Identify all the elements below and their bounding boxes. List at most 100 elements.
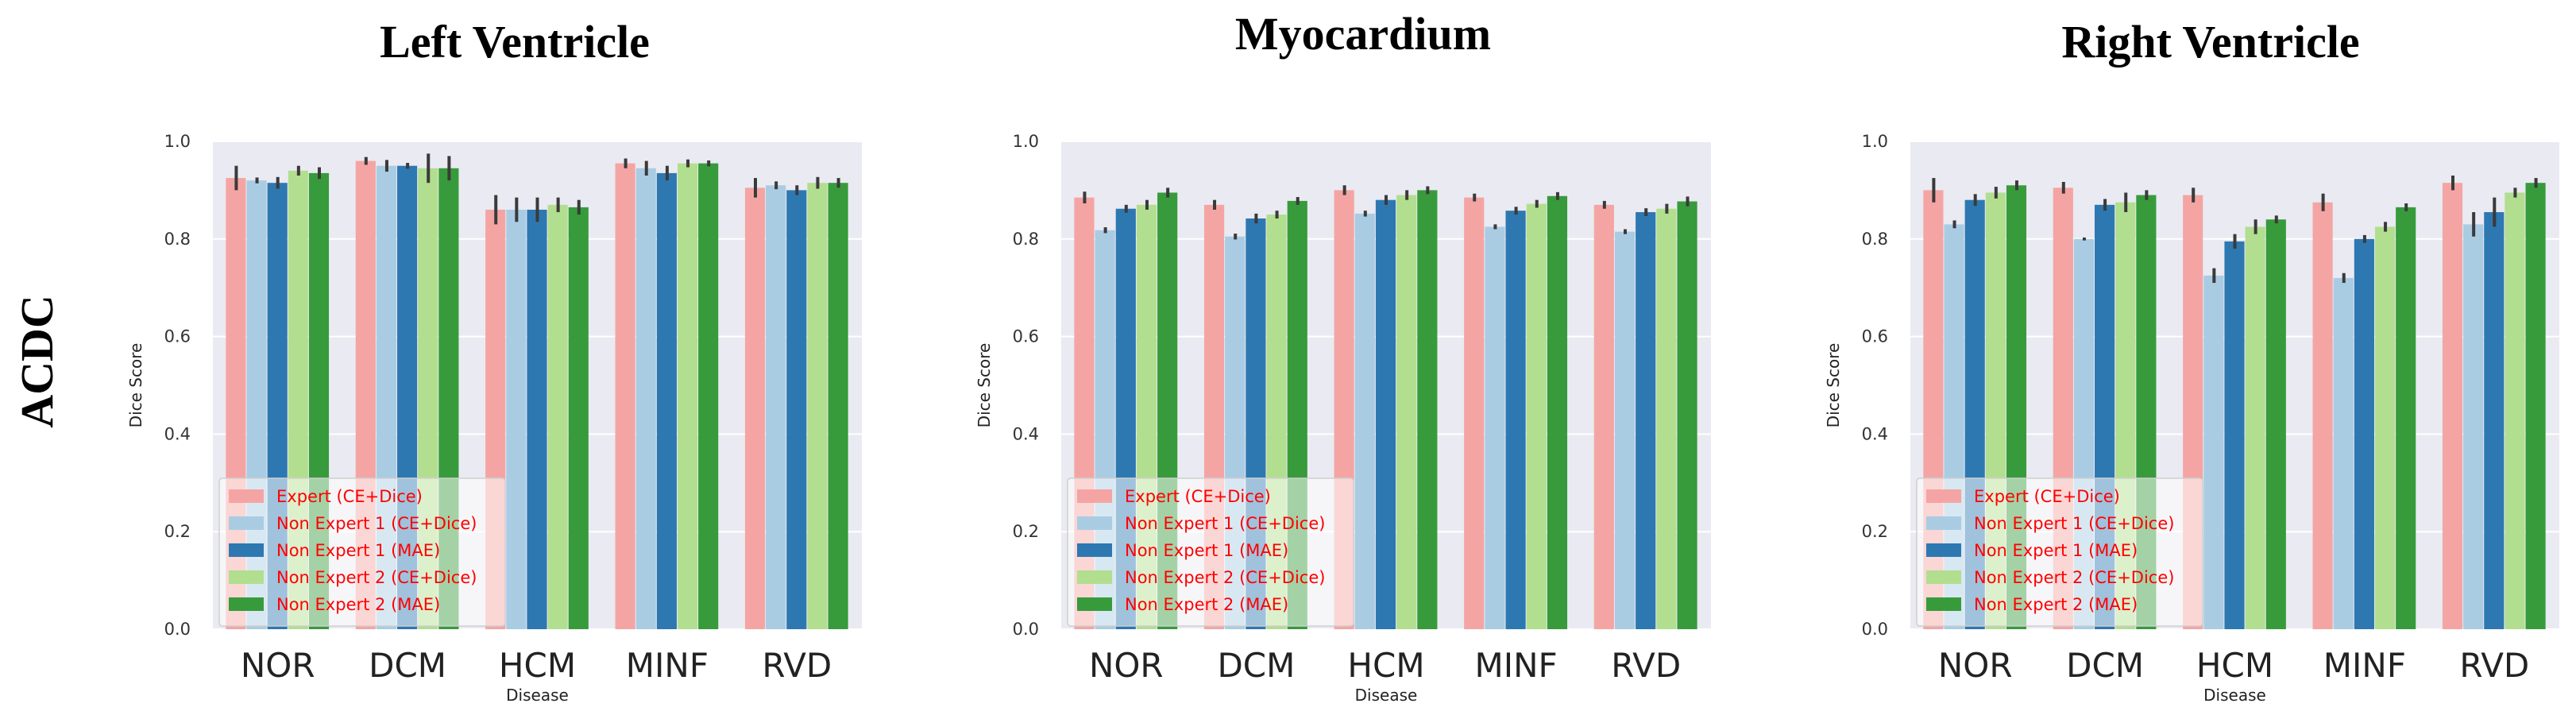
legend-swatch	[229, 597, 264, 611]
bar	[2463, 224, 2484, 629]
panel-1: Left Ventricle 0.0 0.2 0.4 0.6 0.8 1.0 Dice Sco…	[126, 16, 862, 705]
legend-label: Non Expert 2 (CE+Dice)	[1125, 568, 1325, 587]
legend-swatch	[1077, 516, 1112, 530]
bar	[1485, 226, 1505, 629]
bar	[2374, 226, 2396, 629]
bar	[2265, 219, 2286, 629]
y-tick-label: 1.0	[1013, 132, 1039, 151]
x-tick-label: NOR	[1089, 646, 1164, 685]
legend-label: Non Expert 2 (CE+Dice)	[276, 568, 477, 587]
legend-swatch	[1926, 516, 1961, 530]
y-tick-label: 0.6	[164, 327, 191, 346]
x-tick-label: RVD	[2459, 646, 2529, 685]
bar	[2484, 212, 2505, 629]
panel-2: Myocardium 0.0 0.2 0.4 0.6 0.8 1.0 Dice Score NO…	[975, 8, 1711, 705]
bar	[1593, 204, 1614, 629]
x-tick-label: HCM	[2196, 646, 2273, 685]
x-tick-label: NOR	[241, 646, 315, 685]
x-tick-label: MINF	[626, 646, 709, 685]
legend-label: Non Expert 1 (MAE)	[276, 541, 440, 560]
bar	[2354, 238, 2374, 629]
bar	[506, 209, 527, 630]
x-tick-label: HCM	[1347, 646, 1424, 685]
bar	[1375, 199, 1396, 629]
y-tick-label: 0.0	[164, 620, 191, 639]
legend-swatch	[1077, 543, 1112, 557]
legend: Expert (CE+Dice) Non Expert 1 (CE+Dice) No…	[218, 477, 506, 627]
bar	[828, 183, 848, 629]
legend-label: Non Expert 2 (MAE)	[1125, 595, 1288, 614]
panel-title: Right Ventricle	[2061, 16, 2359, 68]
legend-label: Expert (CE+Dice)	[1974, 487, 2120, 506]
x-tick-label: MINF	[2323, 646, 2406, 685]
y-tick-label: 0.0	[1013, 620, 1039, 639]
bar	[656, 172, 677, 629]
legend-swatch	[229, 489, 264, 503]
legend-label: Expert (CE+Dice)	[276, 487, 423, 506]
y-tick-label: 0.8	[164, 230, 191, 249]
bar	[786, 190, 807, 629]
legend-swatch	[229, 570, 264, 584]
bar	[2525, 183, 2546, 629]
legend-label: Non Expert 1 (CE+Dice)	[276, 514, 477, 533]
bar	[2245, 226, 2265, 629]
y-axis-label: Dice Score	[1824, 343, 1843, 428]
bar	[568, 207, 589, 629]
y-axis-label: Dice Score	[126, 343, 145, 428]
bar	[698, 163, 719, 629]
bar	[744, 187, 766, 629]
y-tick-label: 0.2	[164, 522, 191, 541]
bar	[2224, 241, 2245, 629]
bar	[1505, 211, 1526, 629]
bar	[1656, 208, 1677, 629]
bar	[635, 168, 656, 629]
legend-label: Non Expert 1 (MAE)	[1125, 541, 1288, 560]
legend-swatch	[1077, 570, 1112, 584]
bar	[1464, 197, 1485, 630]
x-tick-label: HCM	[499, 646, 576, 685]
y-tick-label: 0.4	[164, 424, 191, 443]
y-tick-label: 0.8	[1013, 230, 1039, 249]
bar	[2203, 275, 2224, 629]
legend-label: Non Expert 1 (MAE)	[1974, 541, 2138, 560]
bar	[615, 163, 635, 629]
x-tick-label: RVD	[1611, 646, 1681, 685]
legend-label: Expert (CE+Dice)	[1125, 487, 1271, 506]
x-axis-label: Disease	[1355, 686, 1418, 705]
bar	[547, 204, 568, 629]
legend-box	[1067, 477, 1354, 627]
bar	[807, 183, 828, 629]
legend-box	[1916, 477, 2203, 627]
y-tick-label: 0.6	[1013, 327, 1039, 346]
y-tick-label: 0.2	[1013, 522, 1039, 541]
x-tick-label: RVD	[762, 646, 832, 685]
x-axis-label: Disease	[2203, 686, 2266, 705]
legend-label: Non Expert 2 (MAE)	[276, 595, 440, 614]
legend-label: Non Expert 1 (CE+Dice)	[1125, 514, 1325, 533]
bar	[1677, 201, 1697, 630]
bar	[1636, 212, 1656, 629]
panel-3: Right Ventricle 0.0 0.2 0.4 0.6 0.8 1.0 Dice Sc…	[1824, 16, 2559, 705]
x-tick-label: MINF	[1474, 646, 1557, 685]
legend-swatch	[229, 543, 264, 557]
legend-label: Non Expert 1 (CE+Dice)	[1974, 514, 2174, 533]
bar	[2442, 183, 2463, 629]
legend-label: Non Expert 2 (MAE)	[1974, 595, 2138, 614]
bar	[1354, 213, 1375, 629]
bar	[766, 185, 786, 629]
panel-title: Left Ventricle	[380, 16, 650, 68]
bar	[1396, 195, 1417, 630]
legend-label: Non Expert 2 (CE+Dice)	[1974, 568, 2174, 587]
legend-box	[218, 477, 506, 627]
y-tick-label: 1.0	[1862, 132, 1888, 151]
bar	[527, 209, 547, 630]
x-tick-label: DCM	[369, 646, 446, 685]
bar	[1614, 231, 1636, 629]
bar	[2505, 192, 2525, 630]
legend-swatch	[1926, 489, 1961, 503]
bar	[2312, 202, 2333, 629]
y-axis-label: Dice Score	[975, 343, 994, 428]
x-tick-label: DCM	[1217, 646, 1295, 685]
legend: Expert (CE+Dice) Non Expert 1 (CE+Dice) No…	[1067, 477, 1354, 627]
